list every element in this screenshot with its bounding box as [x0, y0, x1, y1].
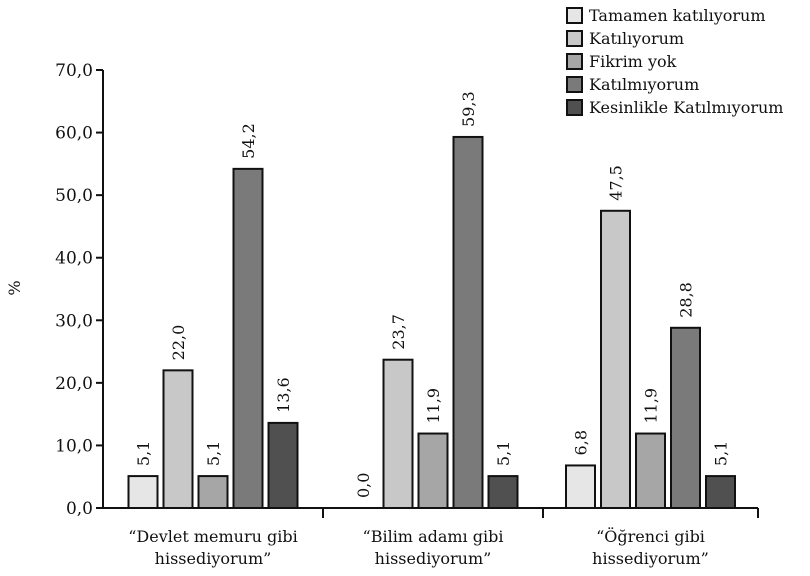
- value-label: 13,6: [274, 377, 293, 413]
- bar: [162, 369, 194, 510]
- legend-label: Kesinlikle Katılmıyorum: [589, 98, 783, 117]
- legend-swatch: [566, 7, 583, 24]
- y-tick-label: 30,0: [55, 311, 93, 331]
- category-label: “Öğrenci gibi: [596, 526, 705, 546]
- y-tick-label: 20,0: [55, 374, 93, 394]
- category-label: “Devlet memuru gibi: [128, 527, 298, 546]
- value-label: 5,1: [204, 441, 223, 466]
- value-label: 22,0: [169, 325, 188, 361]
- value-label: 28,8: [677, 282, 696, 318]
- bar: [565, 464, 596, 509]
- category-label: hissediyorum”: [592, 549, 709, 568]
- bar: [417, 432, 449, 510]
- bar: [635, 432, 666, 510]
- legend-swatch: [566, 76, 583, 93]
- value-label: 5,1: [712, 441, 731, 466]
- value-label: 11,9: [642, 388, 661, 424]
- legend-swatch: [566, 99, 583, 116]
- bar: [670, 326, 701, 509]
- value-label: 0,0: [354, 473, 373, 498]
- bar: [197, 475, 229, 509]
- y-tick-label: 60,0: [55, 124, 93, 144]
- legend-swatch: [566, 30, 583, 47]
- value-label: 23,7: [389, 314, 408, 350]
- bar: [127, 475, 159, 509]
- bar: [267, 421, 299, 510]
- value-label: 11,9: [424, 388, 443, 424]
- legend-label: Tamamen katılıyorum: [589, 6, 766, 25]
- bar: [232, 167, 264, 509]
- legend: Tamamen katılıyorum Katılıyorum Fikrim yok…: [566, 6, 783, 117]
- category-label: hissediyorum”: [155, 549, 272, 568]
- bar: [452, 135, 484, 510]
- y-tick-label: 10,0: [55, 436, 93, 456]
- legend-label: Fikrim yok: [589, 52, 677, 71]
- bar: [600, 209, 631, 510]
- y-tick-label: 0,0: [66, 499, 93, 519]
- bars: [127, 135, 736, 510]
- value-label: 5,1: [494, 441, 513, 466]
- bar: [487, 475, 519, 509]
- value-labels: 5,1 22,0 5,1 54,2 13,6 0,0 23,7 11,9 59,3 5,1 6,8 4…: [134, 91, 731, 498]
- bar: [705, 475, 736, 509]
- value-label: 54,2: [239, 123, 258, 159]
- y-tick-label: 70,0: [55, 61, 93, 81]
- legend-swatch: [566, 53, 583, 70]
- value-label: 59,3: [459, 91, 478, 127]
- value-label: 6,8: [572, 430, 591, 455]
- category-label: “Bilim adamı gibi: [363, 527, 504, 546]
- y-tick-label: 40,0: [55, 249, 93, 269]
- y-tick-label: 50,0: [55, 186, 93, 206]
- y-axis-title: %: [5, 280, 24, 295]
- value-label: 47,5: [607, 165, 626, 201]
- category-label: hissediyorum”: [375, 549, 492, 568]
- legend-label: Katılıyorum: [589, 29, 684, 48]
- category-labels: “Devlet memuru gibi hissediyorum” “Bilim a…: [128, 526, 709, 568]
- value-label: 5,1: [134, 441, 153, 466]
- legend-label: Katılmıyorum: [589, 75, 699, 94]
- bar: [382, 358, 414, 509]
